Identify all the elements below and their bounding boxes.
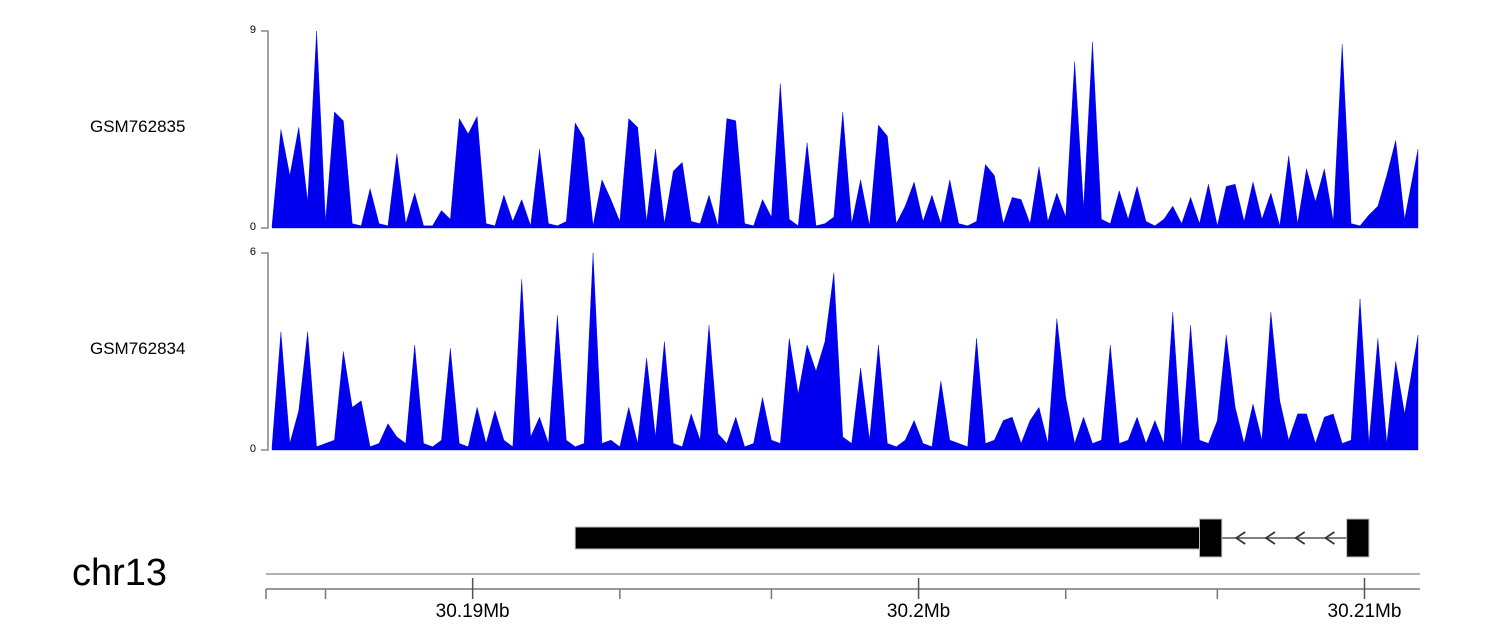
strand-arrow-icon (1323, 531, 1335, 545)
exon-block-2 (1346, 518, 1370, 558)
strand-arrow-icon (1234, 531, 1246, 545)
ruler-tick-label-1: 30.2Mb (886, 601, 951, 622)
exon-block-1 (1199, 518, 1223, 558)
strand-arrow-icon (1264, 531, 1276, 545)
track-1-axis-max: 6 (249, 246, 256, 258)
track-0-axis-max: 9 (249, 24, 256, 36)
coverage-area-0 (271, 30, 1419, 229)
track-label-1: GSM762834 (90, 339, 186, 358)
track-label-0: GSM762835 (90, 117, 186, 136)
exon-block-0 (574, 526, 1201, 550)
strand-arrow-icon (1294, 531, 1306, 545)
y-axis-0 (261, 30, 269, 229)
coverage-area-1 (271, 252, 1419, 451)
track-0-axis-min: 0 (249, 221, 256, 233)
y-axis-1 (261, 252, 269, 451)
ruler-tick-label-0: 30.19Mb (435, 601, 510, 622)
track-1-axis-min: 0 (249, 443, 256, 455)
ruler-tick-label-2: 30.21Mb (1327, 601, 1402, 622)
chromosome-label: chr13 (72, 552, 168, 594)
